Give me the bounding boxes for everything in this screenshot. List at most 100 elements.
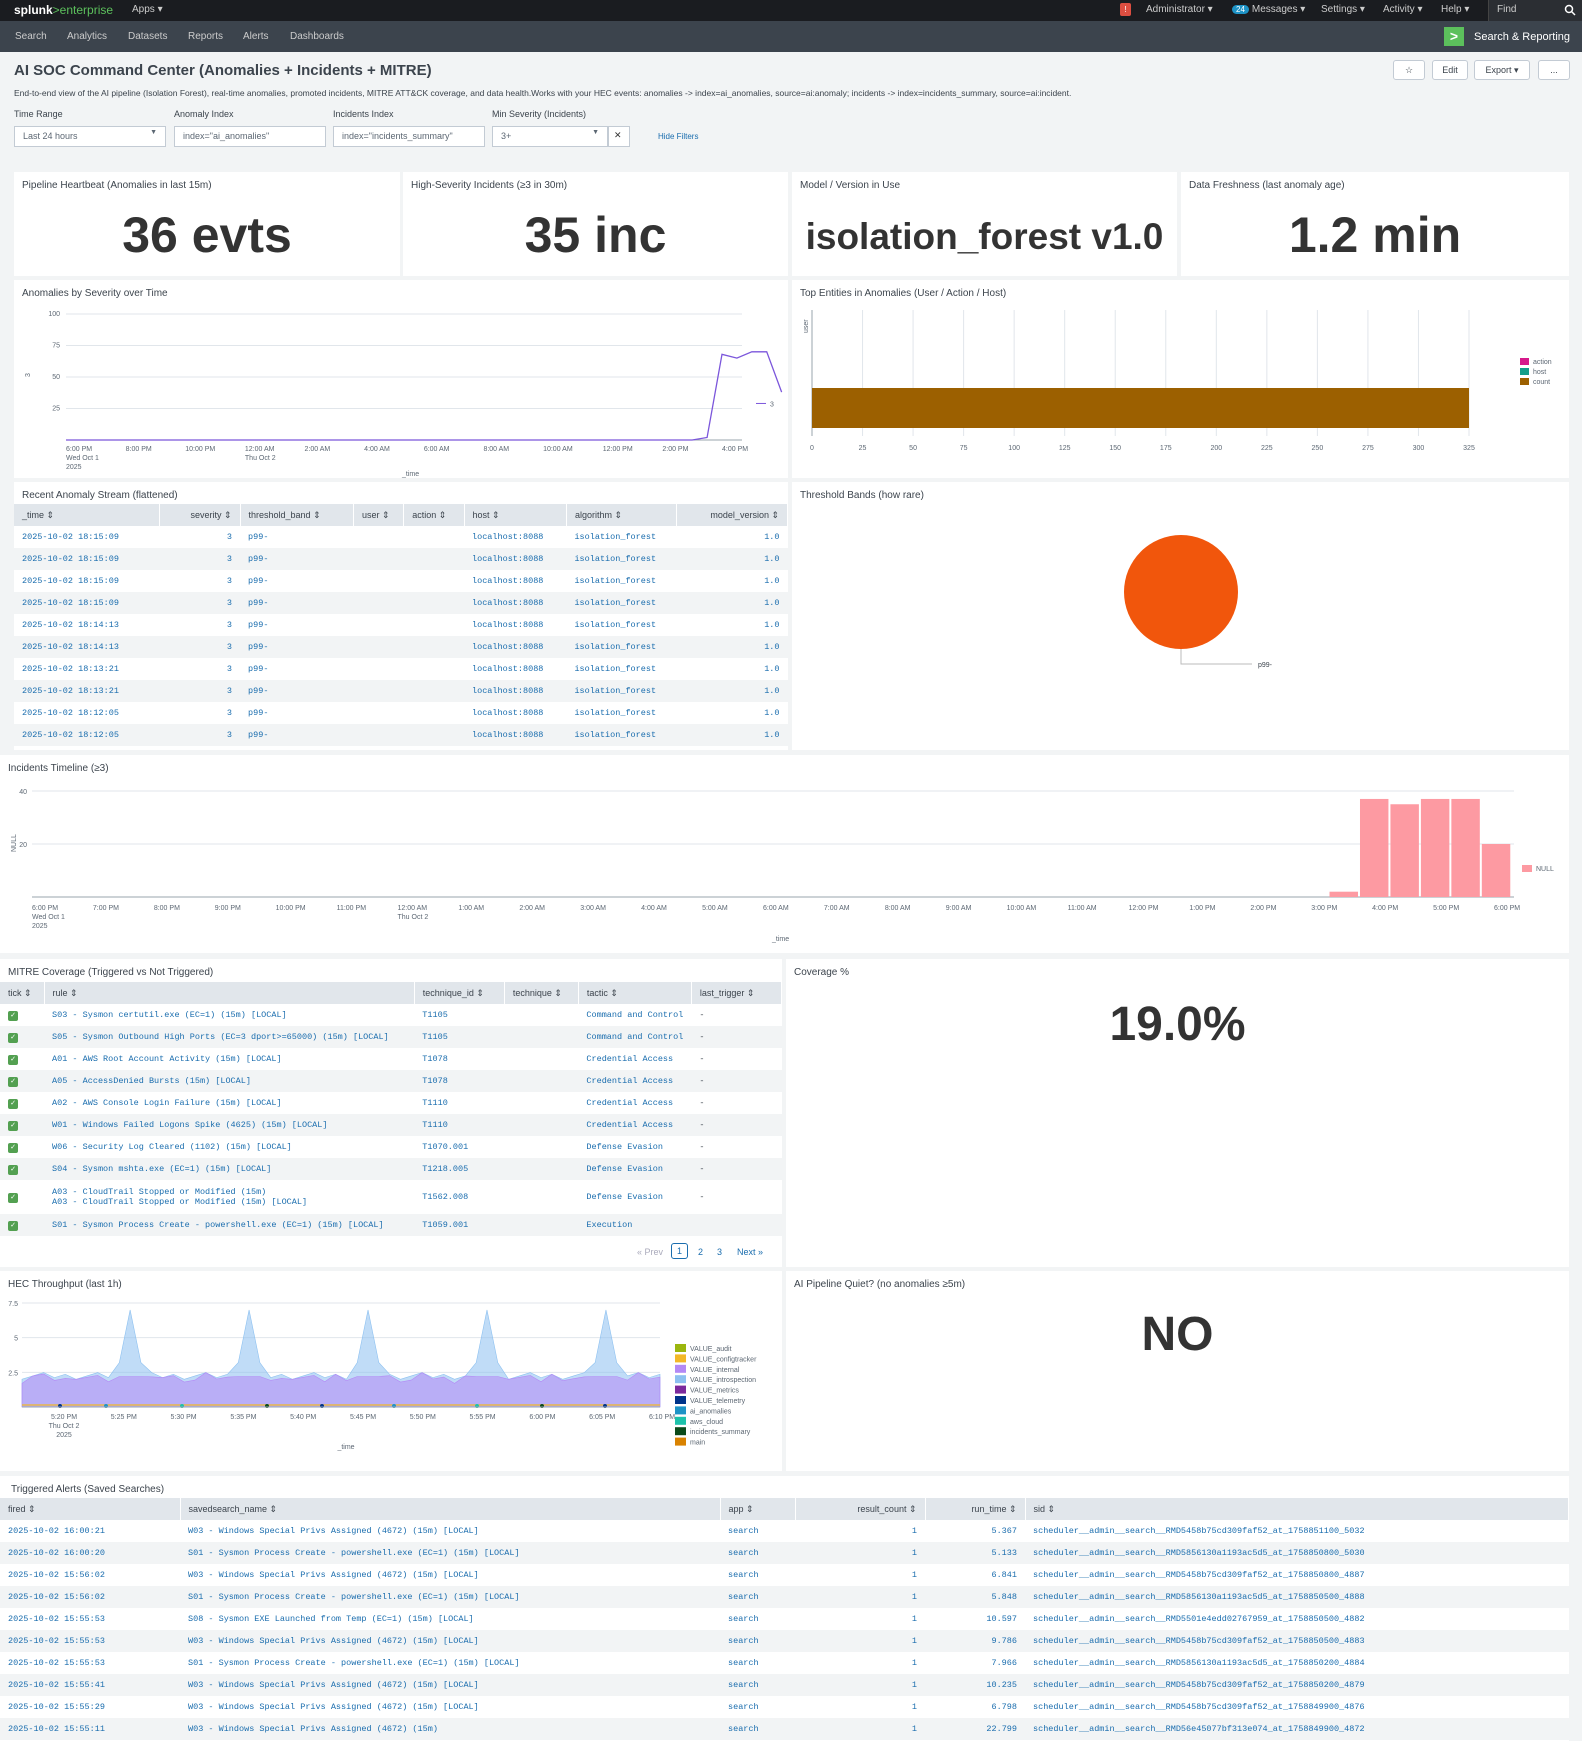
table-cell[interactable]: localhost:8088 bbox=[464, 548, 567, 570]
table-cell[interactable]: 6.798 bbox=[991, 1702, 1017, 1712]
table-cell[interactable]: T1078 bbox=[414, 1048, 504, 1070]
tick-cell[interactable]: ✓ bbox=[0, 1026, 45, 1048]
table-cell[interactable]: - bbox=[691, 1136, 781, 1158]
table-cell[interactable]: 2025-10-02 15:55:41 bbox=[0, 1674, 180, 1696]
column-header[interactable]: tactic ⇕ bbox=[578, 982, 692, 1004]
table-cell[interactable] bbox=[403, 636, 464, 658]
nav-alerts[interactable]: Alerts bbox=[243, 31, 269, 42]
incidents-column-chart[interactable]: 40 20 6:00 PM 7:00 PM 8:00 PM 9:00 PM 10:00 PM… bbox=[0, 775, 1569, 953]
table-cell[interactable]: search bbox=[728, 1658, 759, 1668]
series-line-3[interactable] bbox=[66, 351, 783, 441]
table-cell[interactable]: T1105 bbox=[414, 1004, 504, 1026]
incident-bar[interactable] bbox=[1420, 798, 1450, 897]
table-cell[interactable]: - bbox=[691, 1092, 781, 1114]
table-cell[interactable]: isolation_forest bbox=[574, 664, 657, 674]
activity-menu[interactable]: Activity ▾ bbox=[1383, 4, 1423, 15]
table-cell[interactable] bbox=[504, 1070, 579, 1092]
table-row[interactable]: ✓ S03 - Sysmon certutil.exe (EC=1) (15m) … bbox=[0, 1004, 782, 1026]
table-cell[interactable]: scheduler__admin__search__RMD5856130a119… bbox=[1033, 1658, 1365, 1668]
time-range-dropdown[interactable]: Last 24 hours ▼ bbox=[14, 126, 166, 147]
table-cell[interactable]: S01 - Sysmon Process Create - powershell… bbox=[44, 1214, 415, 1236]
table-cell[interactable]: 1.0 bbox=[764, 576, 780, 586]
table-cell[interactable]: scheduler__admin__search__RMD5458b75cd30… bbox=[1033, 1526, 1365, 1536]
table-cell[interactable] bbox=[403, 548, 464, 570]
more-button[interactable]: ... bbox=[1538, 60, 1570, 80]
table-cell[interactable] bbox=[504, 1180, 578, 1214]
table-row[interactable]: 2025-10-02 15:55:11 W03 - Windows Special… bbox=[0, 1718, 1569, 1740]
incident-bar[interactable] bbox=[1481, 844, 1511, 897]
table-cell[interactable] bbox=[404, 614, 464, 636]
pager-next[interactable]: Next » bbox=[737, 1247, 764, 1257]
table-cell[interactable]: W01 - Windows Failed Logons Spike (4625)… bbox=[44, 1114, 415, 1136]
table-cell[interactable]: 3 bbox=[159, 680, 241, 702]
app-title[interactable]: Search & Reporting bbox=[1474, 31, 1570, 43]
table-cell[interactable]: 1.0 bbox=[676, 592, 788, 614]
anomalies-line-chart[interactable]: 100 75 50 25 6:00 PM 8:00 PM 10:00 PM 12:00 AM 2… bbox=[14, 300, 788, 478]
table-cell[interactable]: Credential Access bbox=[578, 1092, 691, 1114]
pager-page-2[interactable]: 2 bbox=[698, 1247, 704, 1257]
heartbeat-value[interactable]: 36 evts bbox=[122, 207, 292, 263]
tick-cell[interactable]: ✓ bbox=[0, 1214, 45, 1236]
threshold-pie-chart[interactable]: p99- bbox=[792, 482, 1569, 750]
table-cell[interactable] bbox=[404, 526, 464, 548]
table-cell[interactable]: 2025-10-02 15:55:53 bbox=[0, 1630, 180, 1652]
table-row[interactable]: ✓ A02 - AWS Console Login Failure (15m) [… bbox=[0, 1092, 782, 1114]
table-cell[interactable]: 3 bbox=[226, 620, 233, 630]
table-cell[interactable]: scheduler__admin__search__RMD5458b75cd30… bbox=[1025, 1674, 1569, 1696]
table-cell[interactable]: T1110 bbox=[414, 1114, 505, 1136]
table-cell[interactable]: isolation_forest bbox=[574, 708, 657, 718]
table-cell[interactable]: 2025-10-02 18:15:09 bbox=[22, 576, 119, 586]
table-cell[interactable]: search bbox=[720, 1630, 795, 1652]
table-cell[interactable] bbox=[354, 526, 404, 548]
top-entities-bar-chart[interactable]: 0 25 50 75 100 125 150 175 200 225 250 275 300 325 use… bbox=[792, 300, 1569, 478]
table-cell[interactable]: 2025-10-02 18:15:09 bbox=[22, 532, 119, 542]
table-row[interactable]: ✓ S05 - Sysmon Outbound High Ports (EC=3 … bbox=[0, 1026, 782, 1048]
pager-prev[interactable]: « Prev bbox=[637, 1247, 664, 1257]
table-cell[interactable]: 2025-10-02 15:56:02 bbox=[8, 1570, 105, 1580]
table-cell[interactable]: 2025-10-02 15:55:11 bbox=[0, 1718, 180, 1740]
table-cell[interactable]: localhost:8088 bbox=[472, 664, 544, 674]
table-cell[interactable]: search bbox=[728, 1614, 759, 1624]
table-cell[interactable] bbox=[404, 658, 464, 680]
table-cell[interactable]: 3 bbox=[159, 592, 241, 614]
incident-bar[interactable] bbox=[1329, 891, 1358, 897]
table-cell[interactable] bbox=[691, 1214, 782, 1236]
edit-button[interactable]: Edit bbox=[1432, 60, 1468, 80]
close-icon[interactable]: ✕ bbox=[614, 130, 622, 140]
table-cell[interactable]: W03 - Windows Special Privs Assigned (46… bbox=[180, 1718, 720, 1740]
table-cell[interactable]: 5.367 bbox=[991, 1526, 1017, 1536]
table-cell[interactable]: Credential Access bbox=[578, 1070, 692, 1092]
table-row[interactable]: 2025-10-02 15:56:02 S01 - Sysmon Process … bbox=[0, 1586, 1569, 1608]
table-cell[interactable]: 6.841 bbox=[991, 1570, 1017, 1580]
table-cell[interactable]: 22.799 bbox=[925, 1718, 1025, 1740]
table-row[interactable]: 2025-10-02 18:15:09 3 p99- localhost:8088 is… bbox=[14, 592, 788, 614]
model-version-value[interactable]: isolation_forest v1.0 bbox=[805, 216, 1164, 257]
table-cell[interactable]: A02 - AWS Console Login Failure (15m) [L… bbox=[44, 1092, 414, 1114]
table-cell[interactable] bbox=[504, 1158, 579, 1180]
table-cell[interactable]: T1105 bbox=[414, 1026, 505, 1048]
table-cell[interactable]: p99- bbox=[248, 620, 269, 630]
table-row[interactable]: 2025-10-02 16:00:20 S01 - Sysmon Process … bbox=[0, 1542, 1569, 1564]
table-cell[interactable]: localhost:8088 bbox=[472, 708, 544, 718]
table-cell[interactable]: Command and Control bbox=[578, 1004, 691, 1026]
table-cell[interactable]: - bbox=[691, 1158, 782, 1180]
table-cell[interactable]: T1562.008 bbox=[414, 1180, 504, 1214]
search-icon[interactable] bbox=[1564, 4, 1576, 16]
table-cell[interactable]: p99- bbox=[240, 680, 354, 702]
table-cell[interactable]: 1.0 bbox=[676, 724, 788, 746]
export-button[interactable]: Export ▾ bbox=[1474, 60, 1530, 80]
table-cell[interactable]: localhost:8088 bbox=[464, 592, 567, 614]
table-row[interactable]: 2025-10-02 18:14:13 3 p99- localhost:8088 is… bbox=[14, 636, 788, 658]
table-row[interactable]: 2025-10-02 18:15:09 3 p99- localhost:8088 is… bbox=[14, 526, 788, 548]
table-cell[interactable]: 2025-10-02 18:14:13 bbox=[14, 636, 160, 658]
table-cell[interactable]: W03 - Windows Special Privs Assigned (46… bbox=[188, 1570, 479, 1580]
table-cell[interactable]: 1.0 bbox=[676, 548, 788, 570]
table-cell[interactable]: search bbox=[728, 1702, 759, 1712]
column-header[interactable]: host ⇕ bbox=[464, 504, 567, 526]
table-cell[interactable] bbox=[403, 592, 464, 614]
tick-cell[interactable]: ✓ bbox=[0, 1114, 45, 1136]
hide-filters-link[interactable]: Hide Filters bbox=[658, 132, 699, 141]
table-cell[interactable]: S01 - Sysmon Process Create - powershell… bbox=[180, 1586, 720, 1608]
table-row[interactable]: 2025-10-02 15:55:29 W03 - Windows Special… bbox=[0, 1696, 1569, 1718]
table-cell[interactable]: Defense Evasion bbox=[578, 1136, 691, 1158]
